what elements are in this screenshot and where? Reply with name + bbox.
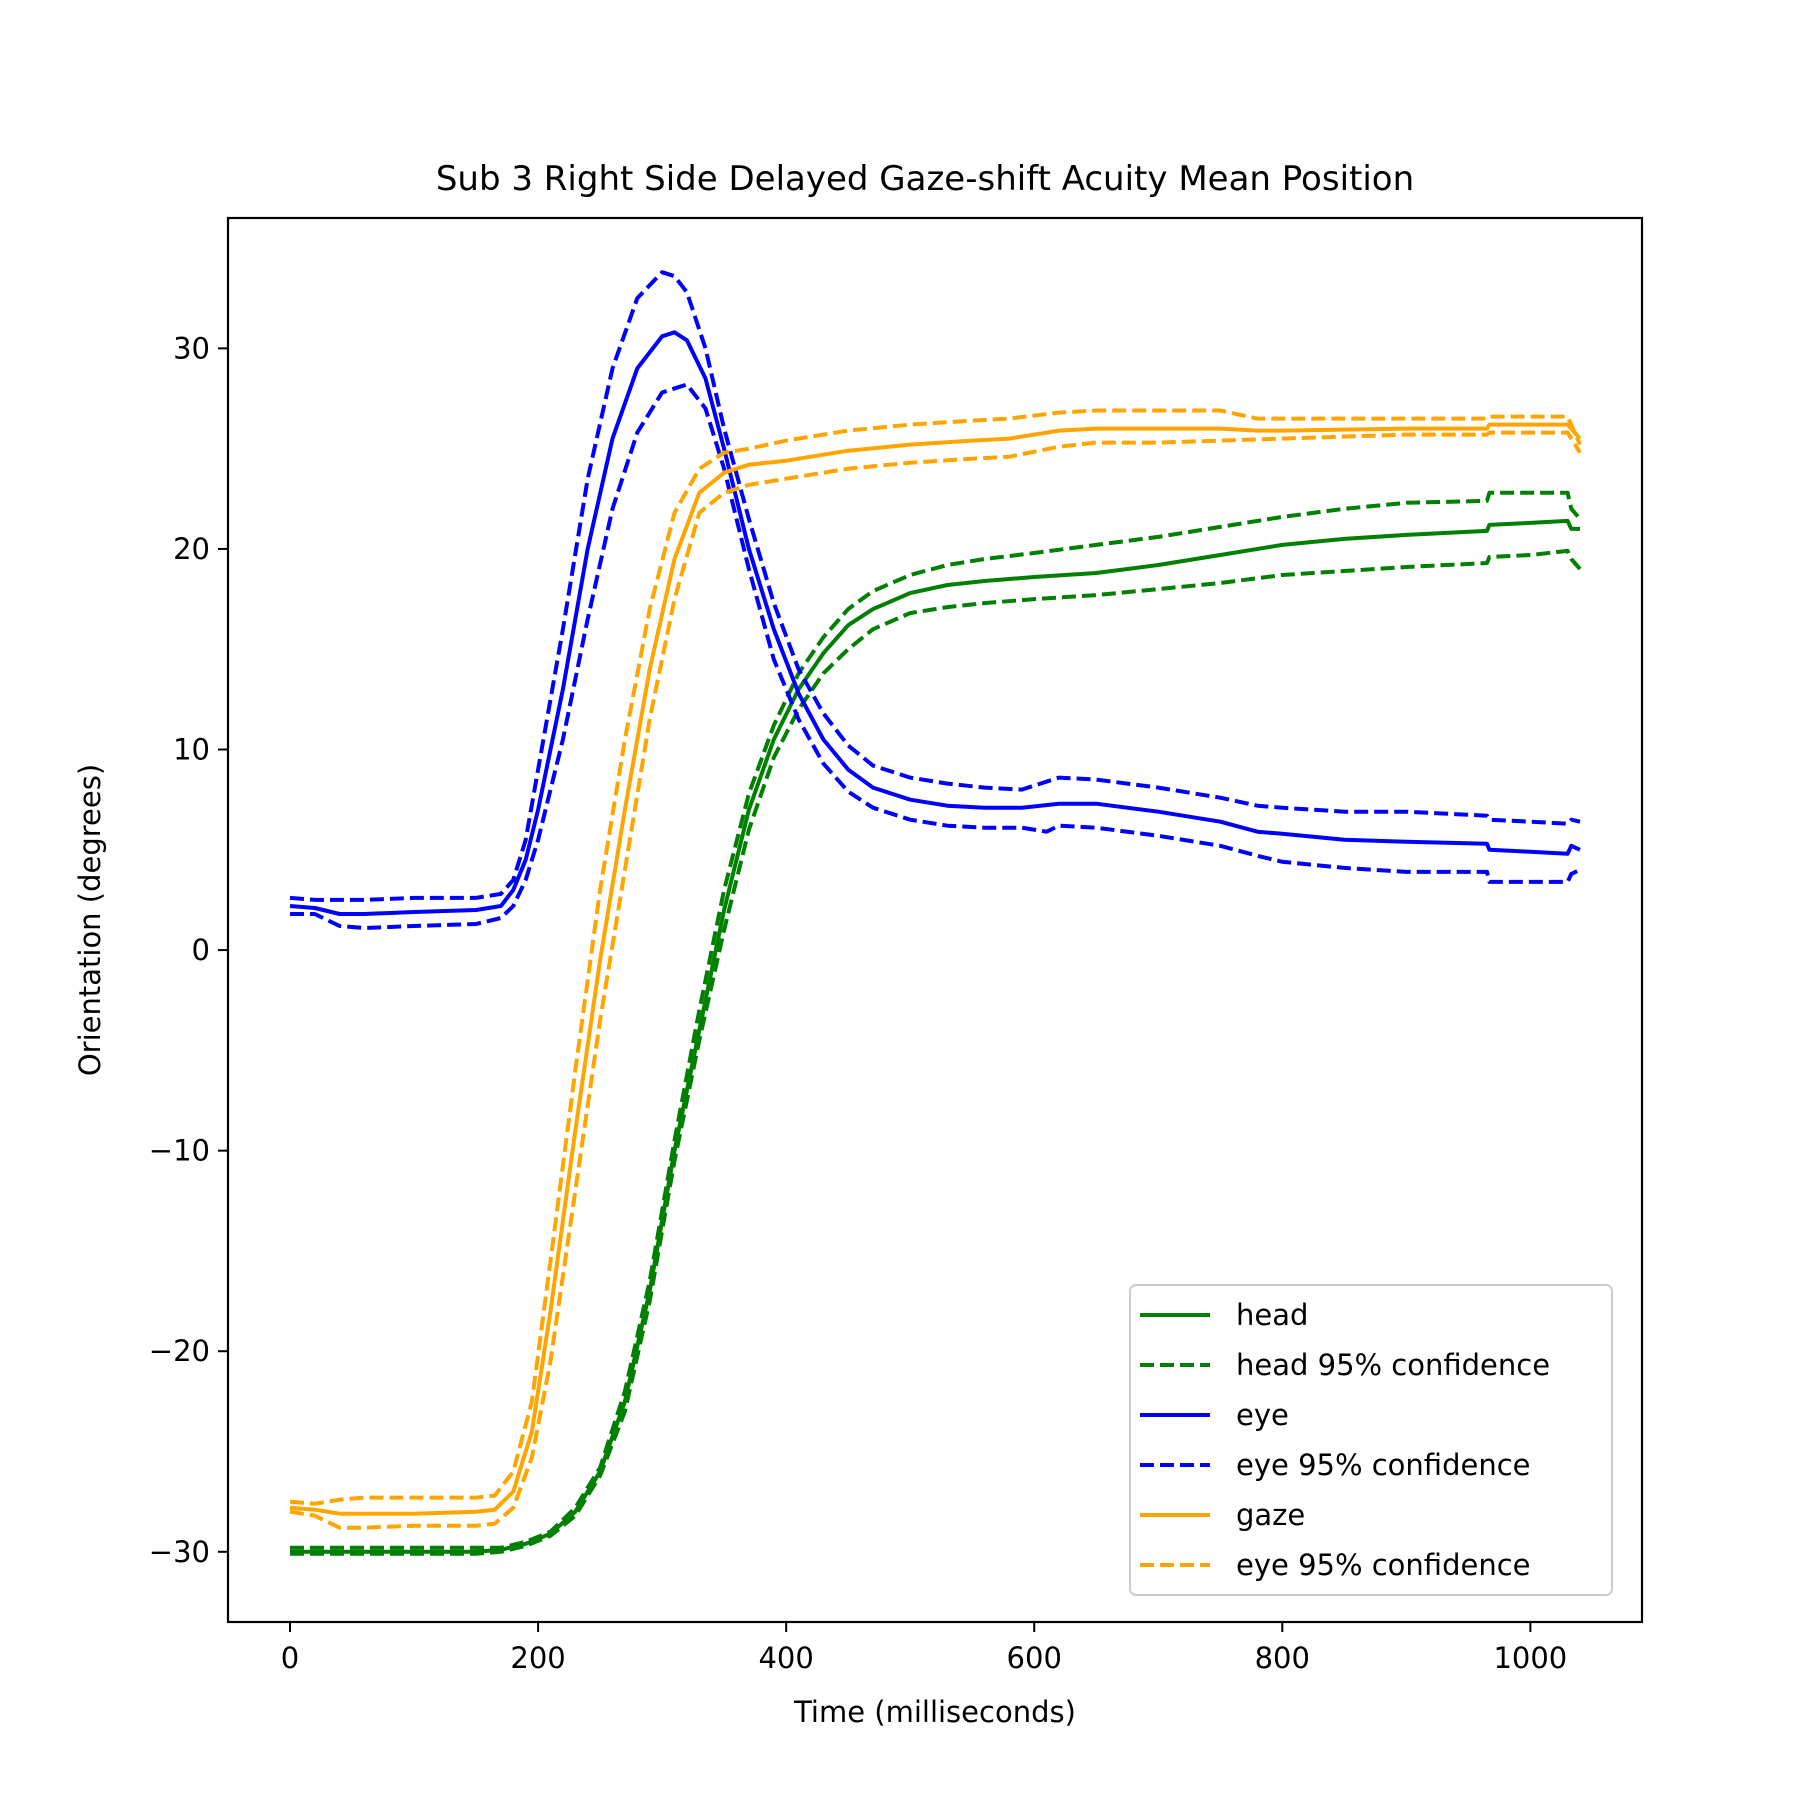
legend-label-eye-95-confidence: eye 95% confidence: [1236, 1548, 1531, 1582]
y-tick-label: 20: [173, 532, 210, 566]
legend-label-eye: eye: [1236, 1398, 1289, 1432]
series-line-gaze: [289, 422, 1582, 1516]
legend-label-eye-95-confidence: eye 95% confidence: [1236, 1448, 1531, 1482]
y-tick-label: −10: [149, 1134, 210, 1168]
x-tick-label: 1000: [1493, 1641, 1567, 1675]
x-tick-label: 600: [1007, 1641, 1062, 1675]
y-tick-label: 30: [173, 331, 210, 365]
plot-frame: [226, 216, 1644, 1624]
series-line-head: [290, 518, 1580, 1554]
series-layer: [289, 270, 1582, 1556]
x-tick-label: 400: [758, 1641, 813, 1675]
legend-box: [1129, 1284, 1613, 1596]
chart-title: Sub 3 Right Side Delayed Gaze-shift Acui…: [436, 159, 1414, 199]
y-tick-label: −30: [149, 1535, 210, 1569]
legend-label-head-95-confidence: head 95% confidence: [1236, 1348, 1550, 1382]
series-line-eye-95-confidence-lower: [290, 382, 1581, 930]
y-tick-label: 0: [192, 933, 210, 967]
y-tick-label: −20: [149, 1334, 210, 1368]
legend-label-gaze: gaze: [1236, 1498, 1305, 1532]
legend-label-head: head: [1236, 1298, 1308, 1332]
series-line-eye-95-confidence-gaze: [289, 408, 1582, 1506]
x-tick-label: 0: [281, 1641, 299, 1675]
y-axis-label: Orientation (degrees): [73, 764, 107, 1076]
tick-layer: 0 200 400 600 800 1000 −30 −20 −10 0 10 20 30: [149, 331, 1567, 1675]
x-axis-label: Time (milliseconds): [793, 1695, 1076, 1729]
y-tick-label: 10: [173, 733, 210, 767]
series-line-head-95-confidence: [290, 490, 1582, 1550]
x-tick-label: 200: [510, 1641, 565, 1675]
legend: head head 95% confidence eye eye 95% confid…: [1129, 1284, 1613, 1596]
series-line-eye-95-confidence-gaze-lower: [289, 430, 1582, 1530]
series-line-eye: [289, 330, 1581, 916]
x-tick-label: 800: [1255, 1641, 1310, 1675]
